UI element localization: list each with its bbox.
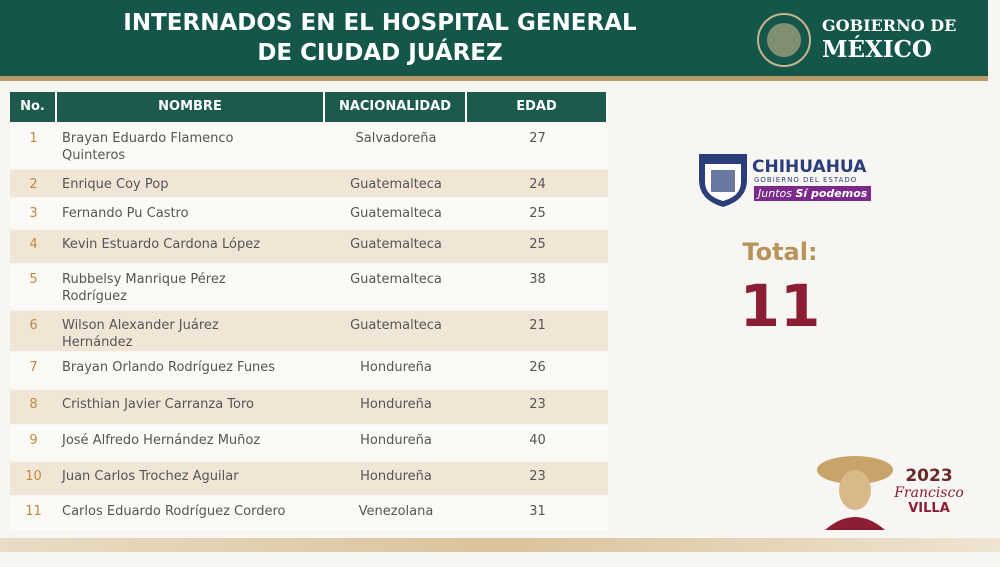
cell-name: Cristhian Javier Carranza Toro (62, 396, 322, 413)
cell-no: 4 (29, 237, 38, 252)
villa-portrait (817, 456, 893, 530)
cell-nationality: Salvadoreña (355, 131, 437, 146)
title-line: INTERNADOS EN EL HOSPITAL GENERAL (123, 10, 637, 36)
emblem (757, 13, 811, 67)
cell-nationality: Guatemalteca (350, 237, 442, 252)
name-line: Fernando Pu Castro (62, 206, 189, 221)
cell-age: 26 (529, 360, 546, 375)
name-line: Wilson Alexander Juárez (62, 318, 219, 333)
cell-name: Brayan Eduardo Flamenco Quinteros (62, 130, 322, 164)
cell-age: 27 (529, 131, 546, 146)
cell-no: 8 (29, 397, 38, 412)
column-header: EDAD (467, 92, 608, 122)
row-background (10, 170, 608, 197)
cell-name: Enrique Coy Pop (62, 176, 322, 193)
cell-nationality: Hondureña (360, 469, 432, 484)
name-line: Rubbelsy Manrique Pérez (62, 272, 226, 287)
state-name: CHIHUAHUA (752, 157, 867, 177)
row-background (10, 265, 608, 309)
cell-name: Wilson Alexander Juárez Hernández (62, 317, 322, 351)
cell-name: Brayan Orlando Rodríguez Funes (62, 359, 322, 376)
slogan: Juntos Sí podemos (754, 186, 872, 201)
cell-age: 38 (529, 272, 546, 287)
cell-nationality: Guatemalteca (350, 177, 442, 192)
cell-no: 1 (29, 131, 38, 146)
column-header: No. (10, 92, 57, 122)
slogan-text: Juntos (758, 187, 792, 200)
name-line: José Alfredo Hernández Muñoz (62, 433, 261, 448)
header-bar (0, 0, 988, 76)
total-value: 11 (739, 272, 821, 340)
cell-nationality: Guatemalteca (350, 318, 442, 333)
row-background (10, 353, 608, 388)
cell-no: 6 (29, 318, 38, 333)
cell-name: Fernando Pu Castro (62, 205, 322, 222)
row-background (10, 124, 608, 168)
row-background (10, 462, 608, 495)
name-line: Hernández (62, 335, 133, 350)
state-subtitle: GOBIERNO DEL ESTADO (754, 176, 858, 184)
cell-no: 3 (29, 206, 38, 221)
cell-name: José Alfredo Hernández Muñoz (62, 432, 322, 449)
villa-year: 2023 (905, 466, 953, 486)
column-header: NACIONALIDAD (325, 92, 467, 122)
cell-nationality: Venezolana (358, 504, 434, 519)
slogan-text: Sí podemos (795, 187, 868, 200)
title-line: DE CIUDAD JUÁREZ (257, 40, 503, 66)
cell-age: 24 (529, 177, 546, 192)
logo-text: MÉXICO (822, 36, 932, 63)
cell-name: Kevin Estuardo Cardona López (62, 236, 322, 253)
name-line: Juan Carlos Trochez Aguilar (62, 469, 239, 484)
total-label: Total: (742, 238, 818, 266)
row-background (10, 230, 608, 263)
name-line: Carlos Eduardo Rodríguez Cordero (62, 504, 286, 519)
name-line: Brayan Orlando Rodríguez Funes (62, 360, 276, 375)
cell-no: 10 (25, 469, 42, 484)
cell-age: 40 (529, 433, 546, 448)
row-background (10, 199, 608, 228)
name-line: Brayan Eduardo Flamenco (62, 131, 234, 146)
cell-age: 23 (529, 397, 546, 412)
row-background (10, 497, 608, 530)
row-background (10, 426, 608, 460)
logo-text: GOBIERNO DE (822, 16, 957, 35)
villa-name: Francisco (894, 485, 964, 501)
cell-no: 9 (29, 433, 38, 448)
cell-age: 31 (529, 504, 546, 519)
cell-age: 23 (529, 469, 546, 484)
row-background (10, 311, 608, 351)
cell-nationality: Hondureña (360, 360, 432, 375)
cell-no: 7 (29, 360, 38, 375)
cell-age: 25 (529, 237, 546, 252)
name-line: Kevin Estuardo Cardona López (62, 237, 261, 252)
name-line: Quinteros (62, 148, 126, 163)
cell-name: Juan Carlos Trochez Aguilar (62, 468, 322, 485)
cell-nationality: Hondureña (360, 433, 432, 448)
cell-age: 25 (529, 206, 546, 221)
row-background (10, 390, 608, 424)
cell-name: Rubbelsy Manrique Pérez Rodríguez (62, 271, 322, 305)
column-header: NOMBRE (57, 92, 325, 122)
cell-no: 11 (25, 504, 42, 519)
name-line: Enrique Coy Pop (62, 177, 169, 192)
cell-nationality: Hondureña (360, 397, 432, 412)
cell-nationality: Guatemalteca (350, 272, 442, 287)
villa-name: VILLA (908, 501, 950, 516)
cell-no: 5 (29, 272, 38, 287)
cell-name: Carlos Eduardo Rodríguez Cordero (62, 503, 322, 520)
header-rule (0, 76, 988, 81)
name-line: Cristhian Javier Carranza Toro (62, 397, 255, 412)
cell-age: 21 (529, 318, 546, 333)
name-line: Rodríguez (62, 289, 127, 304)
cell-no: 2 (29, 177, 38, 192)
cell-nationality: Guatemalteca (350, 206, 442, 221)
state-shield (699, 154, 747, 207)
bottom-strip (0, 538, 1000, 552)
